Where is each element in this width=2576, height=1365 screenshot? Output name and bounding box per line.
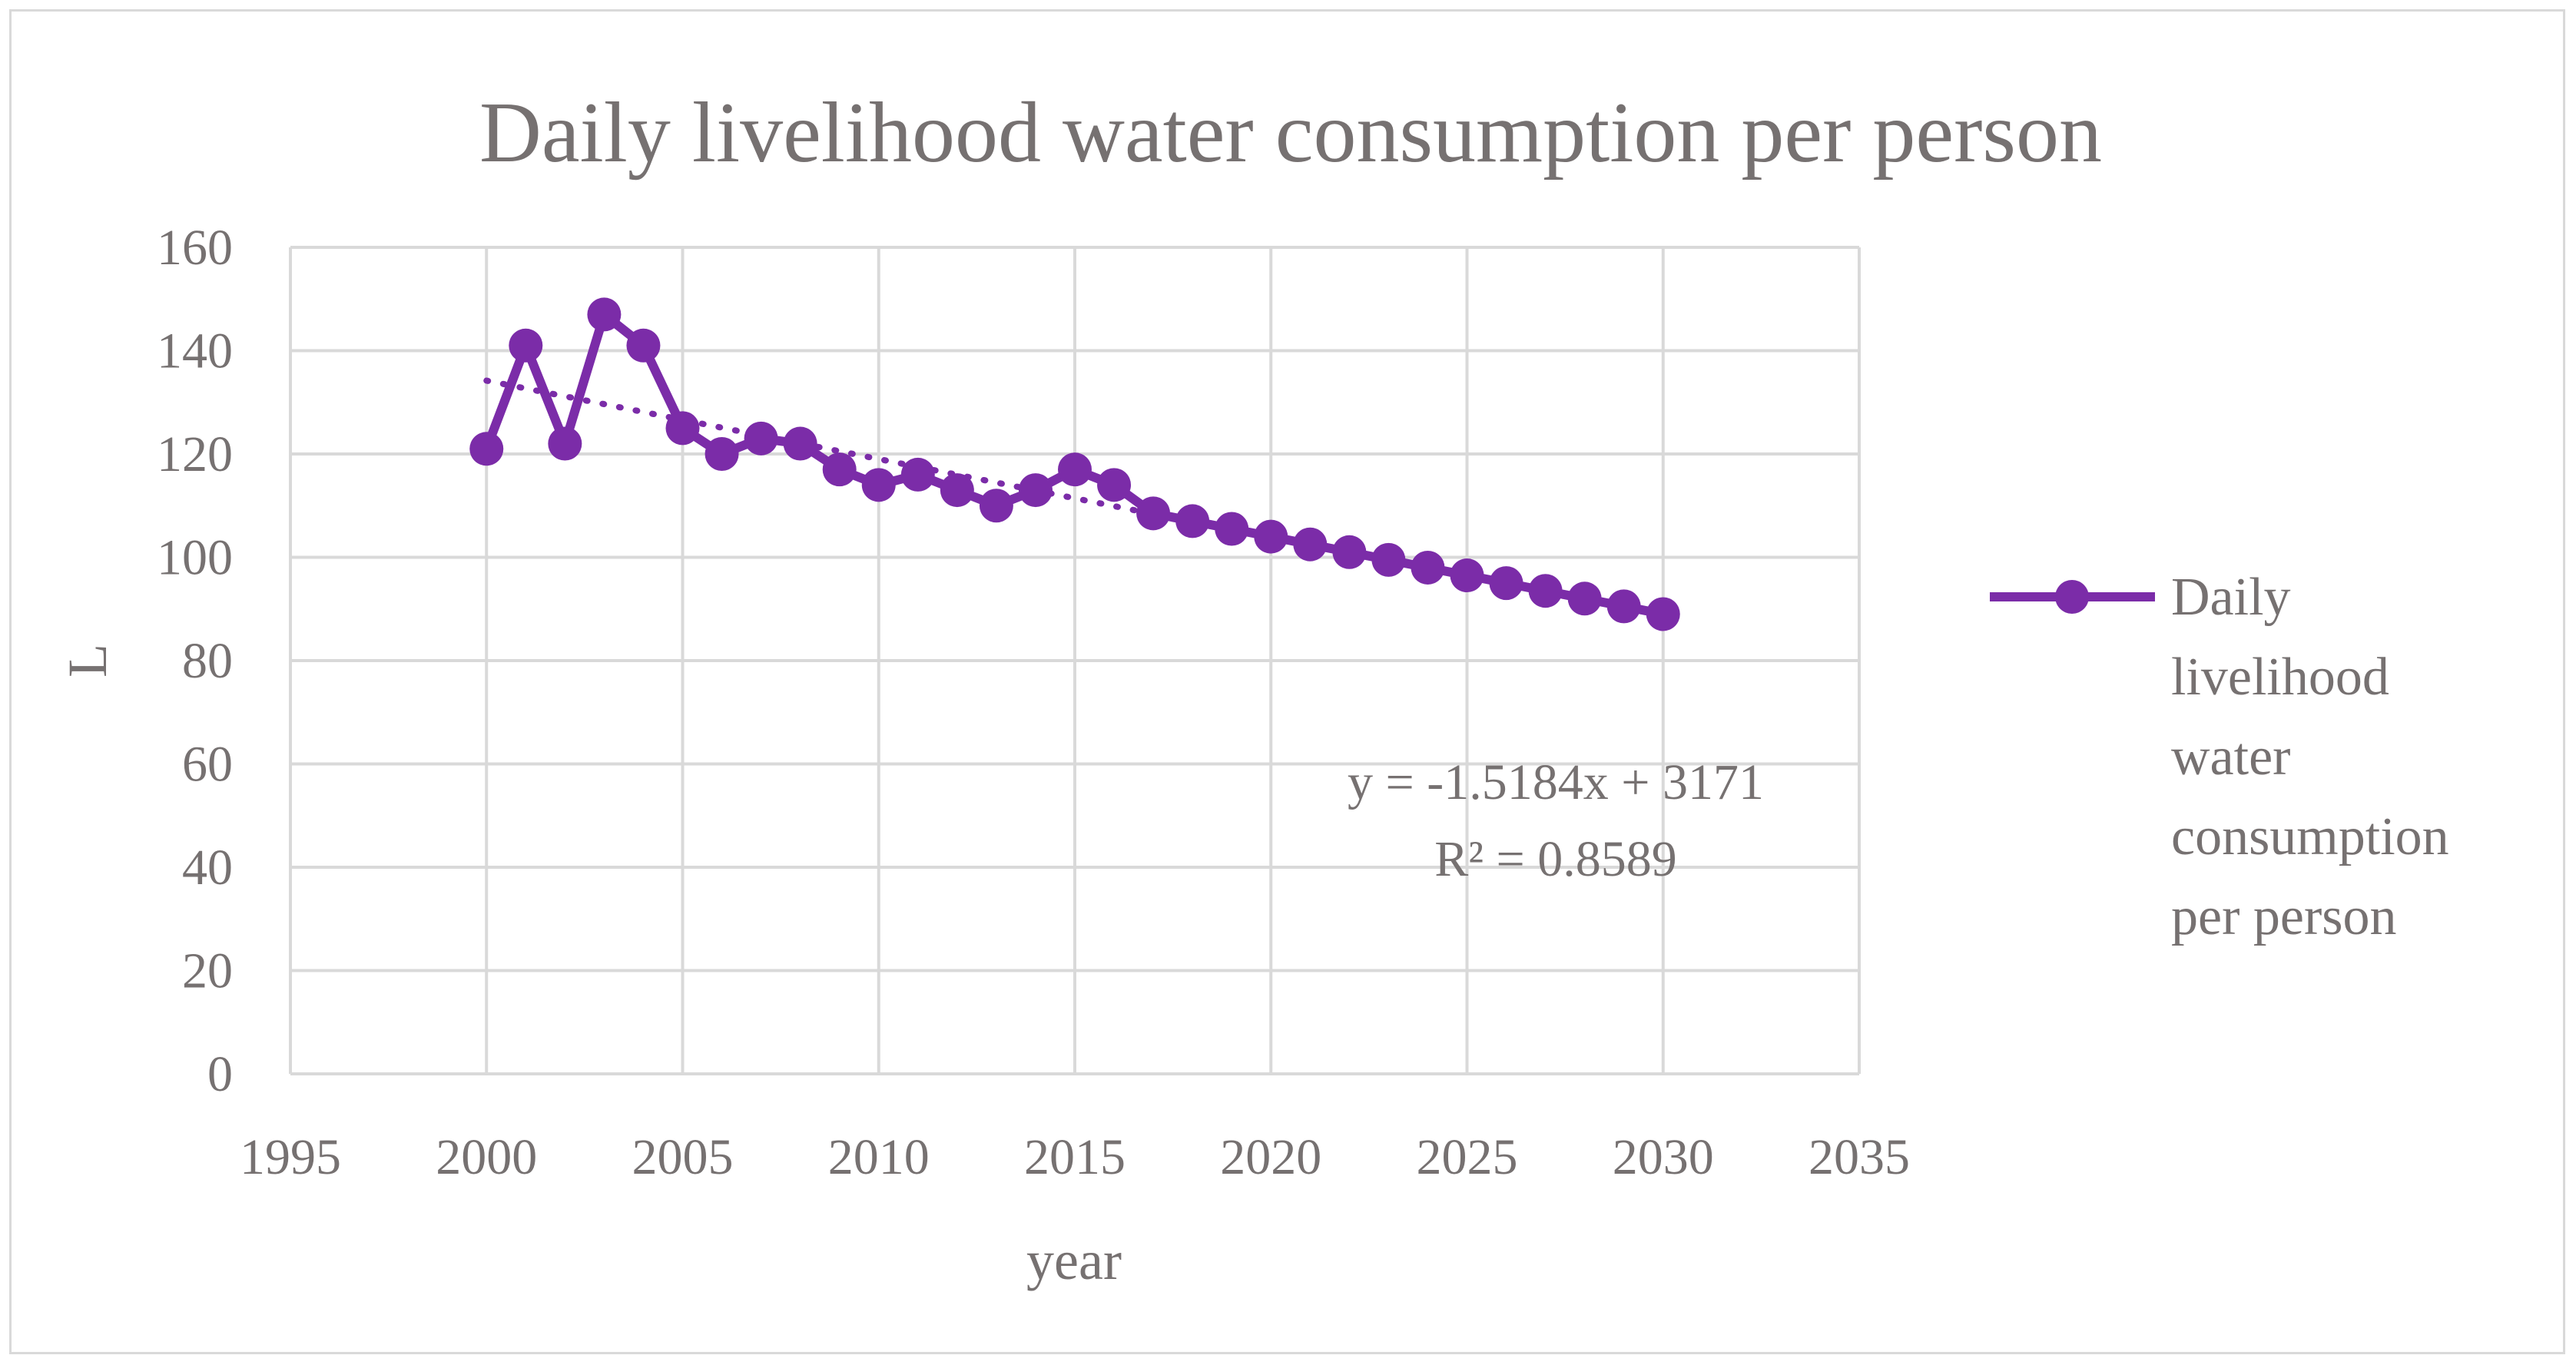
y-axis-ticks: 0 20 40 60 80 100 120 140 160 [157,220,233,1102]
x-tick-label: 2015 [1024,1129,1126,1185]
x-tick-label: 1995 [240,1129,341,1185]
data-point [940,473,974,508]
grid [289,246,1861,1075]
data-point [1332,535,1367,569]
data-point [1528,574,1563,608]
legend-text-line: water [2171,727,2290,787]
legend-marker-swatch [2055,580,2089,614]
legend-text: Daily livelihood water consumption per perso… [2171,568,2449,946]
x-tick-label: 2025 [1417,1129,1518,1185]
x-tick-label: 2020 [1220,1129,1321,1185]
trendline [483,377,1157,518]
y-tick-label: 0 [207,1046,233,1102]
data-point [822,452,857,487]
data-point [587,297,622,332]
data-point [469,432,504,466]
chart-frame [9,9,2565,1354]
y-tick-label: 140 [157,323,233,379]
data-point [1058,452,1092,487]
data-point [1097,468,1132,502]
data-point [1606,589,1641,624]
x-tick-label: 2030 [1613,1129,1714,1185]
x-axis-ticks: 1995 2000 2005 2010 2015 2020 2025 2030 2035 [240,1129,1910,1185]
y-axis-label: L [57,644,118,678]
legend-label: Daily livelihood water consumption per perso… [2171,568,2449,946]
data-point [744,421,778,456]
x-tick-label: 2005 [632,1129,734,1185]
data-point [900,457,935,492]
x-tick-label: 2035 [1809,1129,1910,1185]
y-tick-label: 120 [157,426,233,482]
data-point [626,328,661,363]
data-point [509,328,543,363]
x-tick-label: 2000 [436,1129,537,1185]
y-tick-label: 160 [157,220,233,276]
trendline-equation: y = -1.5184x + 3171 [1348,754,1764,810]
data-point [1215,512,1249,546]
legend-text-line: Daily [2171,568,2291,627]
data-point [705,437,739,471]
data-point [1489,566,1523,601]
data-point [1450,558,1484,593]
data-point [1411,550,1445,585]
data-point [1567,581,1602,616]
y-tick-label: 20 [182,943,233,999]
y-tick-label: 80 [182,633,233,689]
data-point [979,489,1013,523]
x-axis-label: year [1026,1230,1122,1291]
data-point [1254,519,1288,554]
data-point [1293,527,1328,562]
data-point [1136,496,1171,531]
data-point [665,411,700,446]
y-tick-label: 40 [182,840,233,896]
y-tick-label: 100 [157,530,233,586]
data-point [1175,504,1210,538]
legend: Daily livelihood water consumption per perso… [1990,568,2449,946]
legend-text-line: per person [2171,887,2397,946]
legend-text-line: consumption [2171,807,2449,866]
trendline-r-squared: R² = 0.8589 [1434,831,1677,887]
data-point [861,468,896,502]
y-tick-label: 60 [182,737,233,793]
chart-title: Daily livelihood water consumption per p… [479,85,2102,181]
data-point [783,426,817,461]
series-markers [469,297,1680,631]
data-point [1646,597,1680,631]
data-point [1018,473,1053,508]
data-point [548,426,582,461]
x-tick-label: 2010 [828,1129,930,1185]
data-point [1371,542,1406,577]
legend-text-line: livelihood [2171,648,2389,707]
